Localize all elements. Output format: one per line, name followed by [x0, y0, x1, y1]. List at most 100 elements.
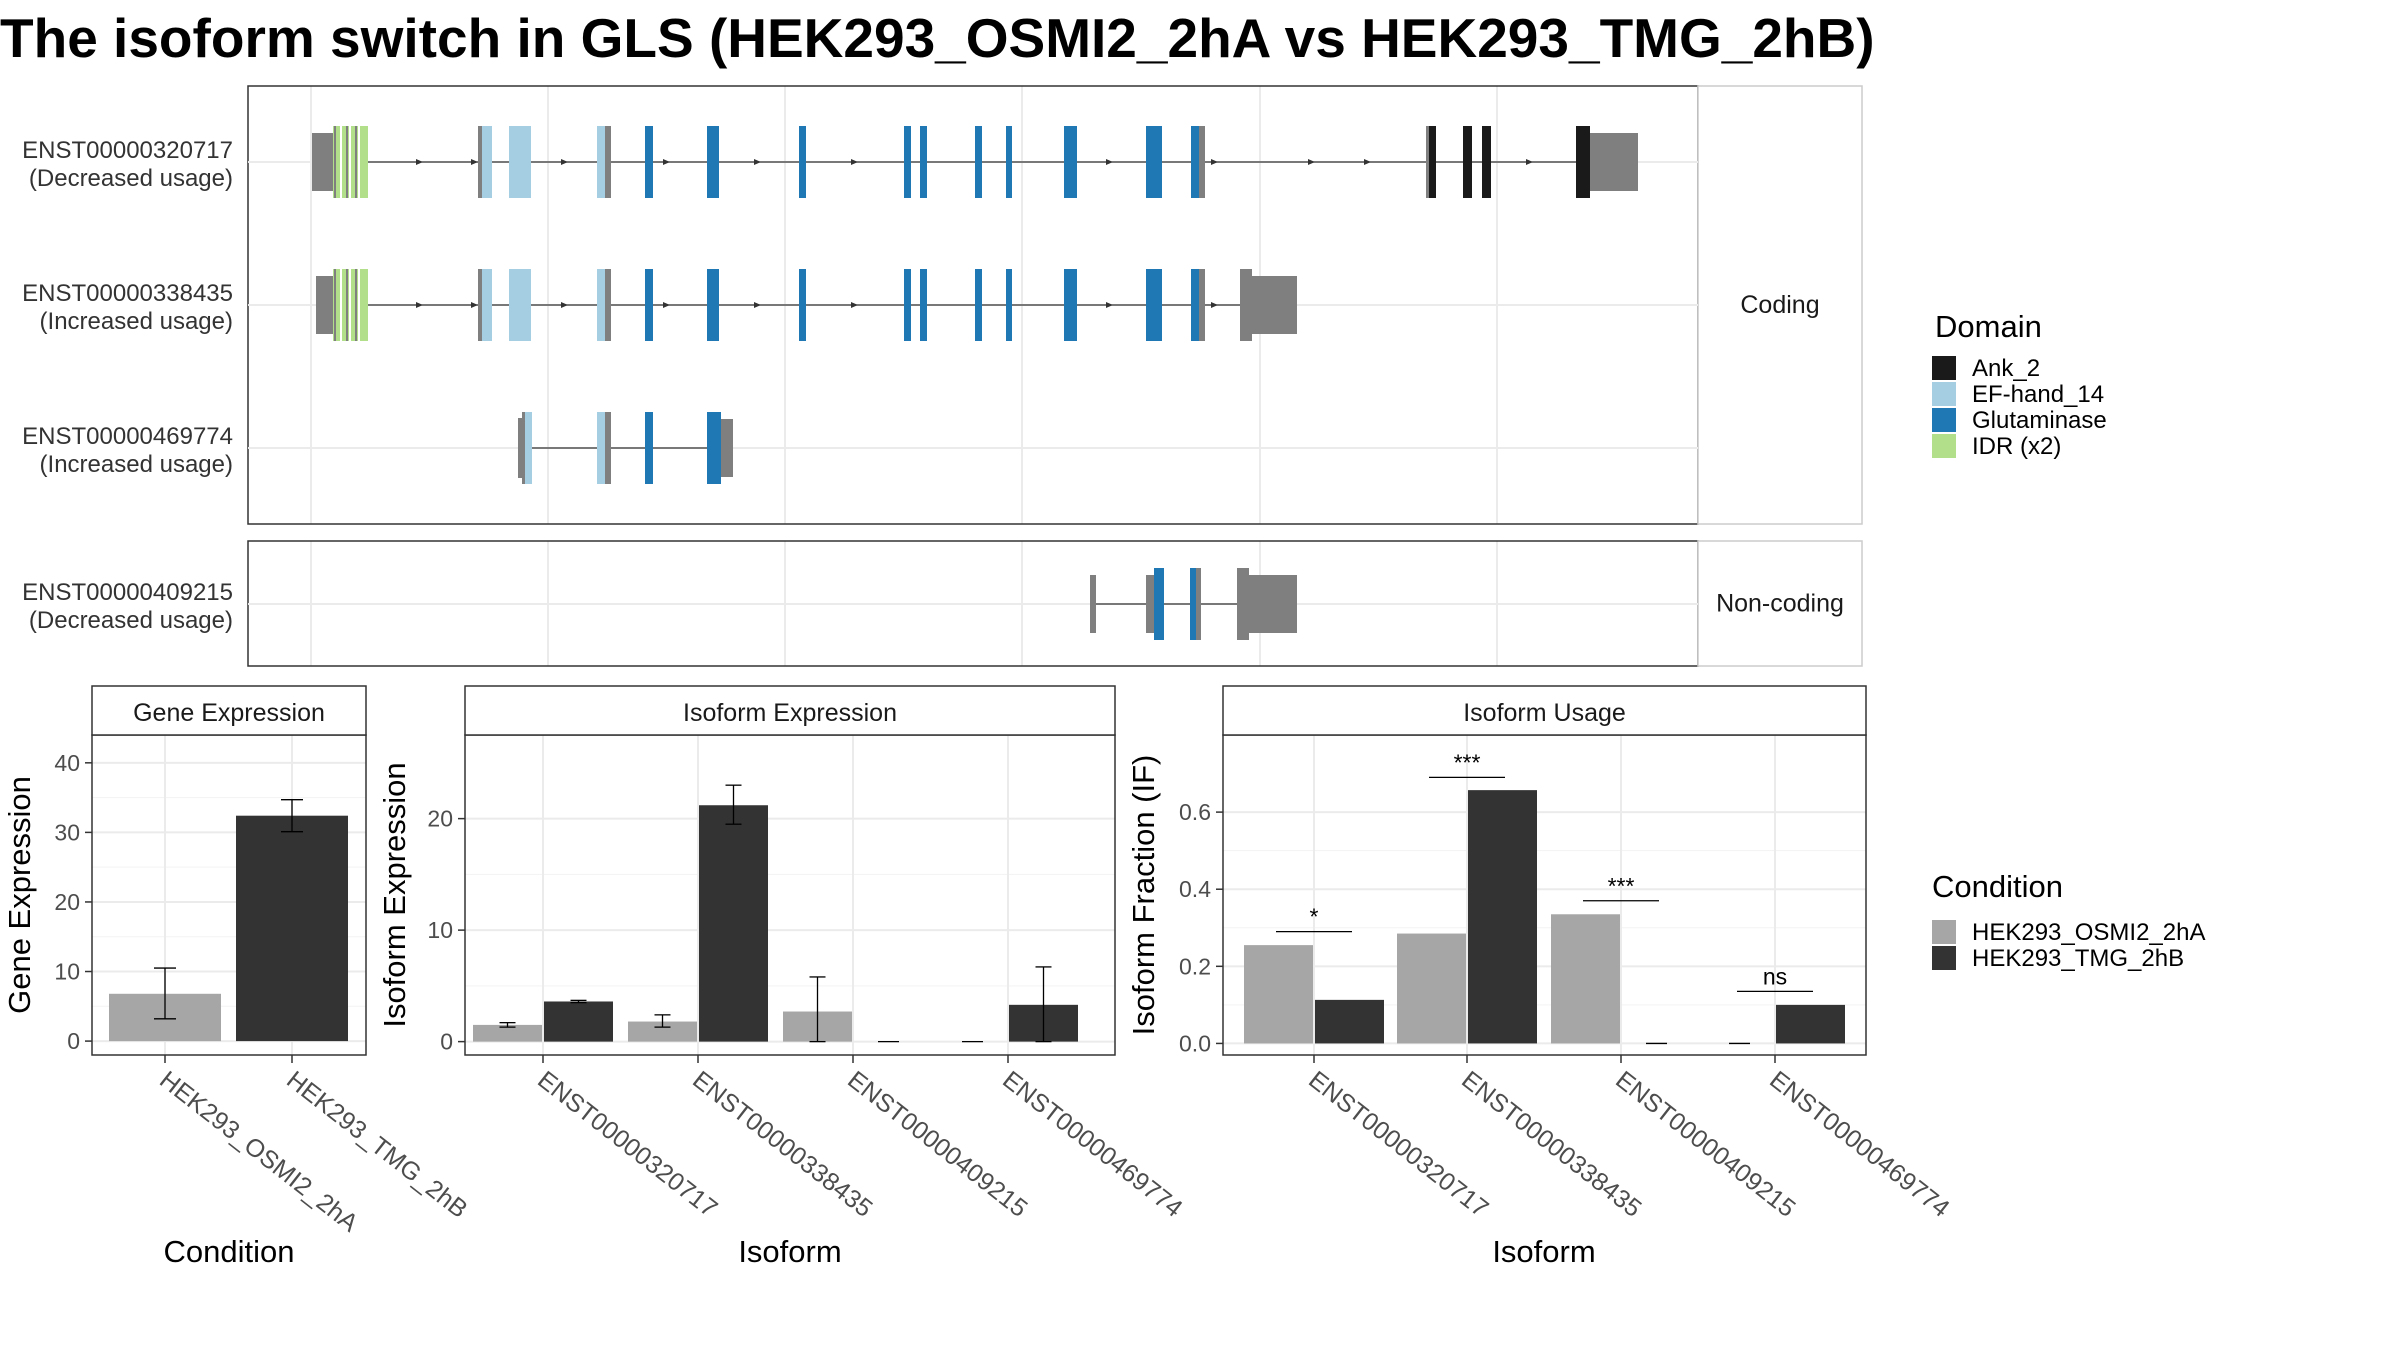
exon: [1146, 575, 1154, 633]
isoform-label: ENST00000338435: [22, 280, 233, 307]
y-axis-title: Isoform Fraction (IF): [1126, 755, 1161, 1036]
legend-key: [1932, 408, 1956, 432]
legend-key: [1932, 920, 1956, 944]
exon: [1252, 276, 1297, 334]
exon: [1196, 568, 1201, 640]
chart-title: Gene Expression: [133, 699, 325, 727]
usage-label: (Increased usage): [40, 451, 233, 478]
strand-arrow: [663, 302, 670, 308]
y-tick-label: 40: [54, 750, 80, 776]
bar: [1315, 999, 1384, 1044]
y-tick-label: 0.6: [1179, 799, 1211, 825]
legend-label: EF-hand_14: [1972, 381, 2104, 408]
legend-key: [1932, 434, 1956, 458]
exon: [1463, 126, 1472, 198]
figure-title: The isoform switch in GLS (HEK293_OSMI2_…: [0, 7, 1875, 69]
exon: [1199, 269, 1205, 341]
transcript-ENST00000320717: [312, 126, 1638, 198]
legend-label: IDR (x2): [1972, 433, 2061, 460]
bar: [1551, 914, 1620, 1044]
exon: [1482, 126, 1491, 198]
strand-arrow: [471, 302, 478, 308]
y-tick-label: 0.4: [1179, 876, 1211, 902]
exon: [355, 126, 357, 198]
strand-arrow: [1211, 159, 1218, 165]
exon: [975, 126, 982, 198]
facet-label: Non-coding: [1716, 590, 1844, 618]
strand-arrow: [416, 159, 423, 165]
exon: [349, 269, 351, 341]
y-tick-label: 0: [440, 1029, 453, 1055]
bar: [699, 805, 768, 1042]
exon: [478, 269, 482, 341]
y-axis-title: Gene Expression: [2, 776, 37, 1014]
exon: [1190, 568, 1196, 640]
strand-arrow: [416, 302, 423, 308]
exon: [358, 126, 360, 198]
exon: [904, 269, 911, 341]
exon: [1249, 575, 1297, 633]
exon: [518, 418, 522, 478]
strand-arrow: [851, 159, 858, 165]
exon: [645, 269, 653, 341]
chart-title: Isoform Usage: [1463, 699, 1626, 727]
exon: [1240, 269, 1252, 341]
chart-strip: [91, 685, 367, 736]
expression-charts: Gene Expression010203040HEK293_OSMI2_2hA…: [2, 685, 1955, 1269]
exon: [340, 126, 342, 198]
transcript-ENST00000338435: [316, 269, 1297, 341]
y-tick-label: 20: [427, 806, 453, 832]
exon: [1237, 568, 1249, 640]
bar: [628, 1021, 697, 1042]
chart-strip: [1222, 685, 1867, 736]
exon: [1146, 126, 1162, 198]
bar: [1776, 1004, 1845, 1044]
exon: [605, 269, 611, 341]
usage-label: (Decreased usage): [29, 165, 233, 192]
legend-label: HEK293_TMG_2hB: [1972, 945, 2184, 972]
exon: [799, 269, 806, 341]
exon: [1006, 269, 1012, 341]
isoform-label: ENST00000469774: [22, 423, 233, 450]
exon: [904, 126, 911, 198]
x-axis-title: Isoform: [738, 1234, 841, 1269]
legend-label: Ank_2: [1972, 355, 2040, 382]
x-axis-title: Isoform: [1492, 1234, 1595, 1269]
y-axis-title: Isoform Expression: [377, 762, 412, 1027]
strand-arrow: [561, 302, 568, 308]
exon: [1426, 126, 1429, 198]
exon: [334, 269, 336, 341]
usage-label: (Increased usage): [40, 308, 233, 335]
bar: [236, 815, 348, 1042]
legend-key: [1932, 946, 1956, 970]
exon: [645, 412, 653, 484]
y-tick-label: 10: [54, 959, 80, 985]
strand-arrow: [1106, 159, 1113, 165]
legend-key: [1932, 356, 1956, 380]
exon: [1576, 126, 1590, 198]
exon: [1146, 269, 1162, 341]
exon: [920, 126, 927, 198]
exon: [1006, 126, 1012, 198]
facet-strip: [1697, 540, 1863, 667]
exon: [1426, 126, 1436, 198]
exon: [645, 126, 653, 198]
exon: [509, 126, 531, 198]
transcript-ENST00000409215: [1090, 568, 1297, 640]
strand-arrow: [561, 159, 568, 165]
exon: [346, 126, 348, 198]
exon: [478, 126, 482, 198]
exon: [522, 412, 525, 484]
y-tick-label: 10: [427, 917, 453, 943]
bar: [1468, 790, 1537, 1044]
x-axis-title: Condition: [164, 1234, 295, 1269]
exon: [1590, 133, 1638, 191]
y-tick-label: 0.2: [1179, 953, 1211, 979]
facet-label: Coding: [1740, 291, 1819, 319]
y-tick-label: 20: [54, 889, 80, 915]
transcript-ENST00000469774: [518, 412, 733, 484]
exon: [707, 269, 719, 341]
